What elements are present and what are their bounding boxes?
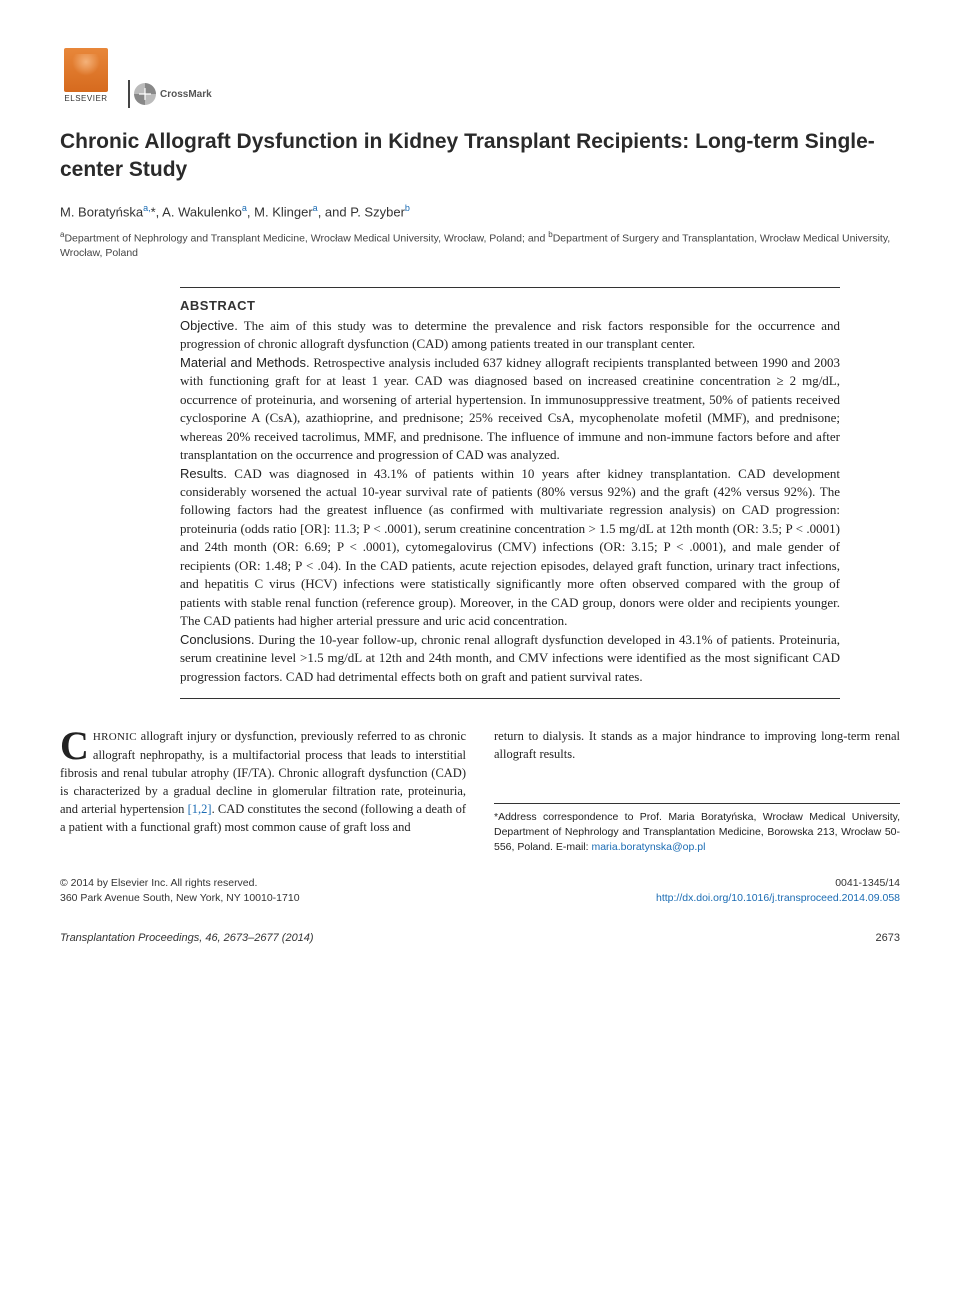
page-number: 2673 [876,932,900,944]
abstract-methods: Retrospective analysis included 637 kidn… [180,355,840,462]
left-column: CHRONIC allograft injury or dysfunction,… [60,727,466,854]
article-title: Chronic Allograft Dysfunction in Kidney … [60,128,900,185]
abstract-conclusions-label: Conclusions. [180,632,254,647]
elsevier-text: ELSEVIER [64,94,107,103]
authors: M. Boratyńskaa,*, A. Wakulenkoa, M. Klin… [60,203,900,219]
right-column: return to dialysis. It stands as a major… [494,727,900,854]
footer-left: © 2014 by Elsevier Inc. All rights reser… [60,876,300,905]
crossmark-icon [134,83,156,105]
header-logos: ELSEVIER CrossMark [60,48,900,108]
abstract-results-label: Results. [180,466,227,481]
body-columns: CHRONIC allograft injury or dysfunction,… [60,727,900,854]
abstract-results: CAD was diagnosed in 43.1% of patients w… [180,466,840,629]
issn: 0041-1345/14 [656,876,900,891]
body-right: return to dialysis. It stands as a major… [494,727,900,763]
smallcaps-lead: HRONIC [93,731,137,743]
copyright-line-2: 360 Park Avenue South, New York, NY 1001… [60,891,300,906]
correspondence: *Address correspondence to Prof. Maria B… [494,803,900,854]
journal-citation: Transplantation Proceedings, 46, 2673–26… [60,932,314,944]
journal-line: Transplantation Proceedings, 46, 2673–26… [60,932,900,944]
crossmark-badge[interactable]: CrossMark [128,80,212,108]
abstract-conclusions: During the 10-year follow-up, chronic re… [180,632,840,684]
elsevier-tree-icon [64,48,108,92]
abstract-body: Objective. The aim of this study was to … [180,317,840,686]
abstract-heading: ABSTRACT [180,298,840,313]
abstract-objective: The aim of this study was to determine t… [180,318,840,351]
doi-link[interactable]: http://dx.doi.org/10.1016/j.transproceed… [656,891,900,906]
footer: © 2014 by Elsevier Inc. All rights reser… [60,876,900,905]
correspondence-email[interactable]: maria.boratynska@op.pl [591,841,705,853]
copyright-line-1: © 2014 by Elsevier Inc. All rights reser… [60,876,300,891]
affiliations: aDepartment of Nephrology and Transplant… [60,229,900,261]
elsevier-logo[interactable]: ELSEVIER [60,48,112,108]
abstract-objective-label: Objective. [180,318,238,333]
abstract: ABSTRACT Objective. The aim of this stud… [180,287,840,699]
ref-link-12[interactable]: [1,2] [188,802,212,816]
footer-right: 0041-1345/14 http://dx.doi.org/10.1016/j… [656,876,900,905]
crossmark-text: CrossMark [160,89,212,100]
dropcap: C [60,727,93,763]
abstract-methods-label: Material and Methods. [180,355,310,370]
